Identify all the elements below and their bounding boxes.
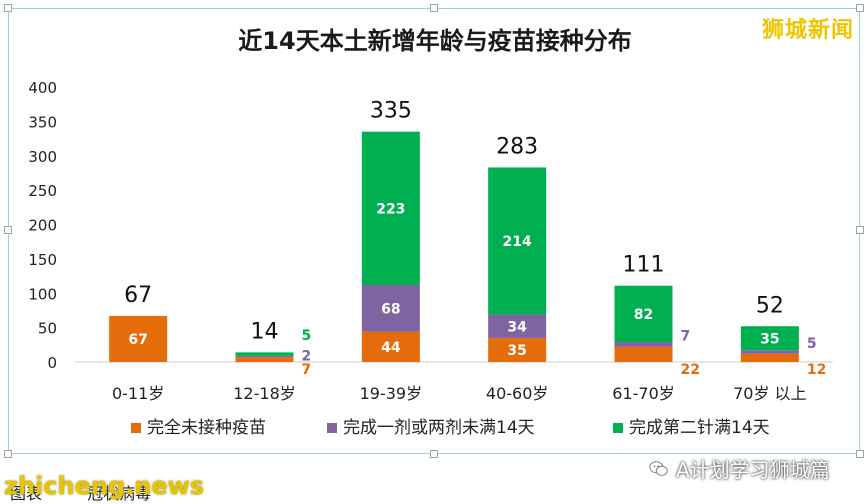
bar-segment <box>361 285 420 332</box>
caption-item: 冠状病毒 <box>87 484 152 503</box>
chart-svg: 近14天本土新增年龄与疫苗接种分布 0 50 100 150 200 250 300 350 40… <box>28 27 833 438</box>
bar-segment <box>614 285 673 343</box>
x-tick-label: 12-18岁 <box>233 384 296 403</box>
bar-segment <box>488 167 547 315</box>
brand-watermark: 狮城新闻 <box>761 18 854 43</box>
bar-segment <box>614 346 673 362</box>
total-label: 283 <box>496 134 538 159</box>
account-watermark: A计划学习狮城篇 <box>648 454 830 483</box>
resize-handle[interactable] <box>4 4 12 12</box>
bar-segment <box>235 352 294 356</box>
data-label: 35 <box>507 343 526 359</box>
bar-segment <box>235 357 294 362</box>
data-label: 35 <box>760 331 779 347</box>
bar-segment <box>740 353 799 362</box>
total-label: 335 <box>370 99 412 124</box>
resize-handle[interactable] <box>856 226 864 234</box>
bar-segment <box>488 337 547 362</box>
y-tick-label: 100 <box>28 285 57 303</box>
data-label: 44 <box>381 340 401 356</box>
resize-handle[interactable] <box>856 450 864 458</box>
x-tick-label: 0-11岁 <box>112 384 164 403</box>
total-label: 111 <box>623 253 665 278</box>
resize-handle[interactable] <box>856 4 864 12</box>
x-tick-label: 70岁 以上 <box>733 384 806 403</box>
site-watermark: zhicheng.news <box>4 472 205 500</box>
data-label: 223 <box>376 201 405 217</box>
resize-handle[interactable] <box>430 450 438 458</box>
bar-segment <box>235 355 294 358</box>
data-label: 5 <box>302 328 312 344</box>
bar-segment <box>488 314 547 338</box>
y-tick-label: 50 <box>38 320 57 338</box>
data-label: 7 <box>681 328 691 344</box>
resize-handle[interactable] <box>430 4 438 12</box>
total-label: 52 <box>756 293 784 318</box>
caption: 图表 冠状病毒 <box>0 480 868 504</box>
x-tick-label: 40-60岁 <box>486 384 549 403</box>
data-label: 12 <box>807 362 826 378</box>
legend-label: 完成一剂或两剂未满14天 <box>343 418 535 438</box>
y-tick-label: 300 <box>28 148 57 166</box>
legend-swatch <box>327 423 337 433</box>
y-tick-label: 0 <box>47 354 57 372</box>
data-label: 7 <box>302 362 312 378</box>
y-tick-label: 250 <box>28 182 57 200</box>
chart-frame: 近14天本土新增年龄与疫苗接种分布 0 50 100 150 200 250 300 350 40… <box>8 8 860 454</box>
y-tick-label: 150 <box>28 251 57 269</box>
bar-segment <box>740 350 799 354</box>
account-name: A计划学习狮城篇 <box>676 458 830 482</box>
bar-segment <box>361 131 420 285</box>
y-tick-label: 400 <box>28 79 57 97</box>
y-tick-label: 200 <box>28 217 57 235</box>
data-label: 68 <box>381 301 400 317</box>
legend-swatch <box>131 423 141 433</box>
data-label: 5 <box>807 336 817 352</box>
caption-item: 图表 <box>10 484 43 503</box>
bar-segment <box>740 326 799 351</box>
resize-handle[interactable] <box>4 226 12 234</box>
x-tick-label: 61-70岁 <box>612 384 675 403</box>
bar-segment <box>109 315 168 362</box>
data-label: 214 <box>503 234 532 250</box>
resize-handle[interactable] <box>4 450 12 458</box>
data-label: 82 <box>634 307 653 323</box>
data-label: 67 <box>128 332 147 348</box>
y-tick-label: 350 <box>28 113 57 131</box>
total-label: 14 <box>251 319 279 344</box>
x-tick-label: 19-39岁 <box>360 384 423 403</box>
legend-label: 完成第二针满14天 <box>629 418 770 438</box>
legend-swatch <box>613 423 623 433</box>
data-label: 2 <box>302 349 312 365</box>
data-label: 22 <box>681 362 700 378</box>
chart-title: 近14天本土新增年龄与疫苗接种分布 <box>238 27 631 55</box>
total-label: 67 <box>124 283 152 308</box>
bar-segment <box>614 342 673 347</box>
bar-segment <box>361 331 420 362</box>
wechat-icon <box>649 460 668 476</box>
data-label: 34 <box>507 319 527 335</box>
legend-label: 完全未接种疫苗 <box>147 418 266 438</box>
